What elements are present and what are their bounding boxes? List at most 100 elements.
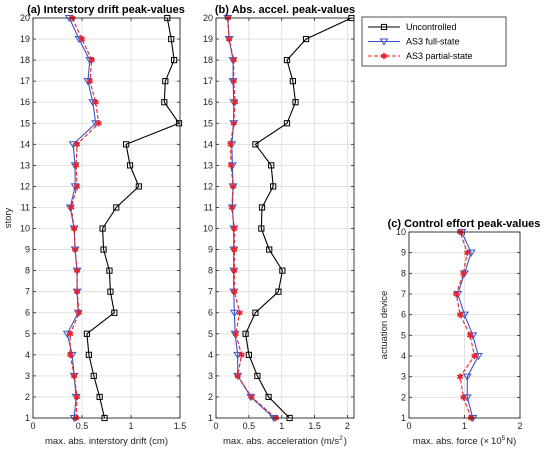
data-point [456, 311, 464, 318]
data-point [231, 225, 238, 232]
y-tick-label: 16 [20, 97, 30, 107]
star-stroke [229, 184, 237, 189]
data-point [228, 204, 235, 211]
series-line [69, 17, 100, 419]
data-point [460, 394, 467, 401]
legend-marker [380, 23, 388, 31]
star-stroke [248, 394, 255, 400]
series-line [245, 17, 352, 419]
star-stroke [75, 310, 83, 316]
legend-entry: AS3 full-state [368, 37, 460, 47]
star-stroke [73, 289, 81, 294]
star-stroke [231, 289, 238, 294]
data-point [68, 204, 75, 211]
series-line [227, 17, 277, 419]
series-as3-partial-state [453, 228, 478, 422]
star-stroke [78, 36, 86, 42]
star-stroke [456, 374, 464, 379]
data-point [111, 309, 118, 316]
data-point [268, 162, 275, 169]
data-point [75, 309, 83, 316]
series-as3-partial-state [224, 14, 279, 422]
data-point [230, 120, 237, 127]
y-tick-label: 1 [25, 413, 30, 423]
y-tick-label: 9 [208, 245, 213, 255]
y-tick-label: 1 [401, 413, 406, 423]
data-point [70, 225, 78, 232]
y-tick-label: 2 [208, 392, 213, 402]
star-stroke [234, 373, 241, 379]
data-point [95, 120, 102, 127]
star-stroke [73, 394, 81, 400]
legend-entry: AS3 partial-state [368, 51, 473, 61]
y-tick-label: 6 [208, 308, 213, 318]
y-tick-label: 18 [203, 55, 213, 65]
y-tick-label: 17 [203, 76, 213, 86]
data-point [289, 78, 296, 85]
data-point [236, 309, 243, 316]
data-point [270, 183, 277, 190]
data-point [230, 77, 237, 85]
data-point [175, 120, 183, 127]
y-tick-label: 8 [208, 266, 213, 276]
x-tick-label: 0.5 [76, 421, 89, 431]
chart-title: (b) Abs. accel. peak-values [215, 4, 355, 16]
star-stroke [231, 268, 238, 273]
legend: Uncontrolled AS3 full-state AS3 partial-st… [361, 16, 507, 67]
x-axis-label-main: max. abs. interstory drift (cm) [45, 436, 168, 447]
y-tick-label: 15 [20, 118, 30, 128]
star-stroke [460, 271, 467, 276]
star-stroke [73, 268, 81, 273]
data-point [107, 288, 114, 295]
data-point [88, 56, 95, 64]
data-point [265, 393, 272, 401]
data-point [135, 183, 142, 190]
y-tick-label: 8 [401, 268, 406, 278]
data-point [73, 267, 81, 274]
data-point [231, 246, 238, 253]
data-point [234, 372, 241, 380]
y-tick-label: 5 [25, 329, 30, 339]
star-stroke [67, 352, 74, 358]
data-point [100, 246, 107, 253]
data-point [460, 270, 467, 277]
y-tick-label: 18 [20, 55, 30, 65]
star-stroke [67, 331, 74, 337]
x-axis-label-main: max. abs. acceleration (m/s [223, 436, 339, 447]
y-tick-label: 11 [204, 202, 213, 212]
star-stroke [70, 373, 78, 379]
x-tick-label: 1 [462, 421, 467, 431]
plot-area [33, 18, 180, 418]
y-tick-label: 11 [21, 202, 30, 212]
axes-frame [215, 17, 355, 419]
star-stroke [68, 205, 75, 210]
y-tick-label: 16 [203, 97, 213, 107]
data-point [227, 141, 234, 148]
data-point [231, 288, 238, 295]
y-axis-label: actuation device [379, 291, 390, 360]
x-tick-label: 2 [517, 421, 522, 431]
y-tick-label: 3 [208, 371, 213, 381]
star-stroke [73, 142, 81, 147]
star-stroke [231, 247, 238, 252]
data-point [162, 78, 169, 85]
y-tick-label: 8 [25, 266, 30, 276]
data-point [83, 330, 91, 337]
y-tick-label: 3 [401, 372, 406, 382]
y-tick-label: 10 [203, 224, 213, 234]
y-tick-label: 12 [20, 181, 30, 191]
x-tick-label: 1 [279, 421, 284, 431]
data-point [73, 288, 81, 295]
data-point [78, 35, 86, 43]
data-point [456, 373, 464, 380]
data-point [283, 120, 291, 127]
y-tick-label: 6 [25, 308, 30, 318]
x-axis-label-base: 10 [491, 436, 502, 447]
plot-area [216, 18, 354, 418]
x-tick-label: 0.5 [243, 421, 256, 431]
data-point [99, 225, 106, 232]
legend-entry: Uncontrolled [368, 22, 457, 32]
grid [32, 17, 181, 419]
y-tick-label: 10 [20, 224, 30, 234]
